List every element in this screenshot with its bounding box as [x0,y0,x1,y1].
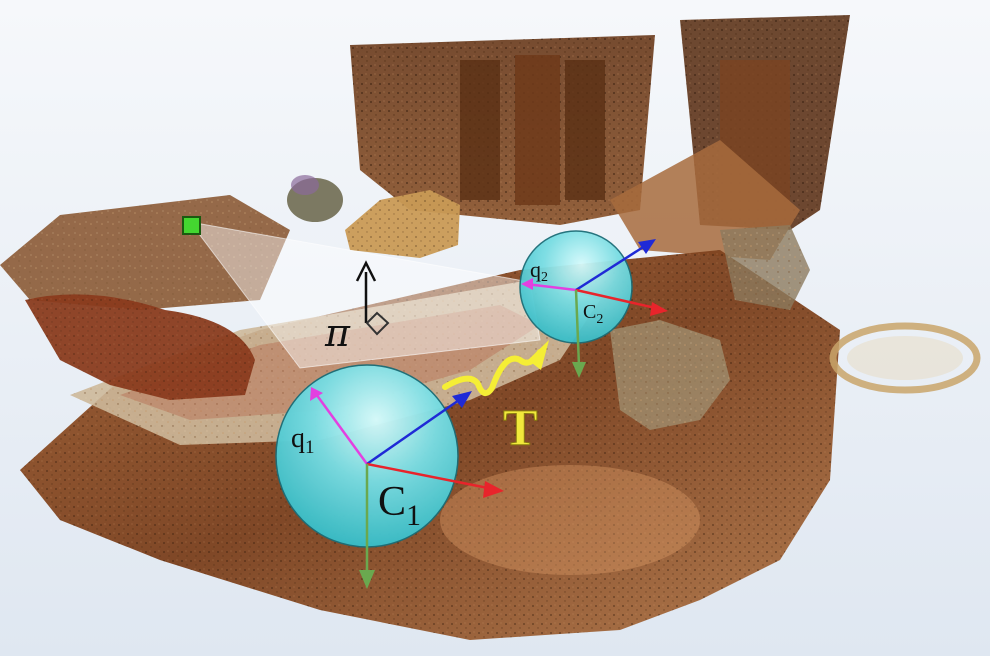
c1-label: C1 [378,479,421,532]
q2-label: q2 [530,257,548,285]
q2-axis [525,282,577,292]
c2-x-axis [575,288,661,311]
plane-label: π [324,311,351,355]
q1-label: q1 [291,423,315,458]
c1-x-axis [366,462,494,491]
q1-axis [314,393,369,465]
normal-arrow-icon [355,260,390,336]
c2-label: C2 [583,301,603,327]
camera-1-sphere [275,364,504,589]
c2-y-axis [574,289,581,367]
c2-z-axis [575,242,649,292]
c1-z-axis [366,396,463,466]
camera-2-sphere [519,230,668,378]
transform-arrow [442,340,549,397]
transform-label: T [503,400,538,457]
green-square-marker [182,216,201,235]
